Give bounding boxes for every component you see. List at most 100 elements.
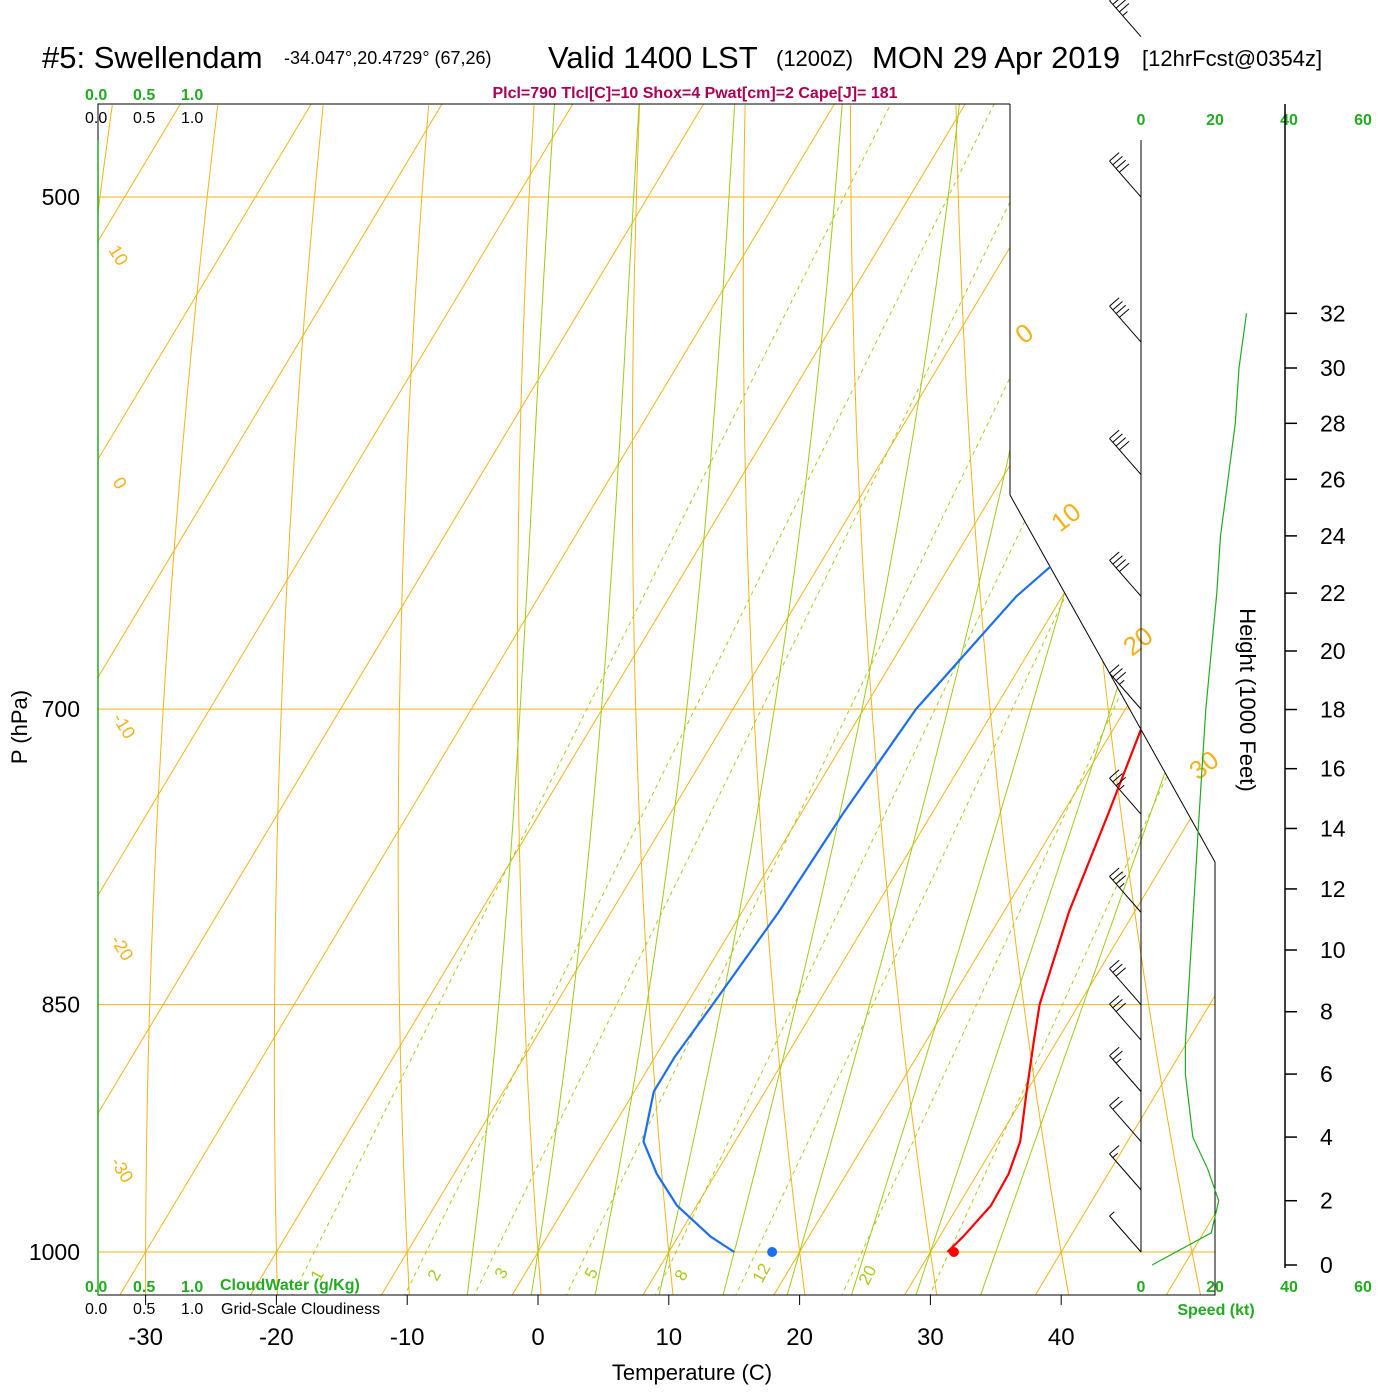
wind-barb: [1109, 769, 1142, 815]
wind-barb-feather: [1109, 995, 1120, 1005]
dry-adiabat-line: [1060, 104, 1201, 1295]
wind-barb: [1109, 995, 1142, 1041]
moist-adiabat-line: [864, 104, 1215, 1253]
wind-speed-profile: [1151, 313, 1248, 1266]
wind-barb-feather: [1109, 152, 1120, 162]
wind-barb: [1109, 0, 1142, 38]
wind-barb-feather: [1115, 776, 1127, 787]
isotherm-line: [1165, 104, 1215, 1295]
dry-adiabat-label: 0: [109, 474, 131, 493]
cloudwater-tick: 1.0: [181, 87, 203, 104]
moist-adiabat-line: [653, 1251, 670, 1295]
cloudiness-tick: 0.5: [133, 1301, 155, 1318]
isotherm-line: [98, 104, 443, 1295]
isotherm-line: [904, 104, 1215, 1295]
profiles: [642, 104, 1215, 1257]
dry-adiabat-line: [850, 105, 938, 1295]
station-coords: -34.047°,20.4729° (67,26): [284, 48, 492, 68]
dry-adiabat-line: [1378, 105, 1400, 1295]
height-tick-label: 30: [1320, 355, 1346, 381]
wind-barb-half-feather: [1115, 1058, 1122, 1064]
surface-dewpoint-marker: [767, 1247, 778, 1257]
wind-barb-feather: [1109, 1046, 1120, 1057]
moist-adiabat-line: [537, 104, 731, 1253]
mixing-ratio-label: 20: [855, 1262, 881, 1288]
height-tick-label: 20: [1320, 638, 1346, 664]
temperature-tick-label: 20: [786, 1324, 813, 1351]
wind-barb-feather: [1115, 967, 1127, 977]
wind-barb: [1109, 1211, 1142, 1253]
dry-adiabat-line: [516, 104, 542, 1295]
wind-barb-feather: [1112, 156, 1123, 166]
wind-barb-half-feather: [1112, 1153, 1118, 1158]
wind-barb-staff: [1109, 560, 1142, 597]
dry-adiabat-label: -20: [107, 932, 138, 965]
mixing-ratio-line: [830, 104, 1215, 1295]
wind-barb-half-feather: [1119, 679, 1125, 685]
wind-barb: [1109, 551, 1142, 597]
dewpoint-profile-line: [642, 104, 1215, 1253]
dry-adiabat-label: -30: [107, 1154, 138, 1187]
moist-adiabat-line: [716, 1251, 735, 1295]
wind-barb-feather: [1112, 963, 1123, 973]
isotherm-line: [98, 104, 312, 1295]
moist-adiabat-line: [779, 1251, 801, 1295]
cloudwater-tick: 0.5: [133, 1279, 155, 1296]
wind-barb-feather: [1109, 1145, 1120, 1155]
moist-adiabat-line: [526, 1251, 539, 1295]
wind-barb-feather: [1115, 159, 1127, 169]
moist-adiabat-line: [733, 104, 1038, 1253]
valid-date: MON 29 Apr 2019: [872, 40, 1120, 75]
wind-barb-staff: [1109, 968, 1142, 1005]
isotherm-line: [98, 104, 705, 1295]
dry-adiabat-line: [631, 104, 674, 1295]
isotherm-line: [119, 104, 835, 1295]
isotherm-line: [380, 104, 1097, 1295]
wind-barb-feather: [1112, 871, 1123, 881]
height-tick-label: 6: [1320, 1061, 1333, 1087]
forecast-tag: [12hrFcst@0354z]: [1142, 46, 1322, 71]
mixing-ratio-label: 3: [491, 1265, 512, 1282]
wind-barb-feather: [1109, 959, 1120, 970]
moist-adiabat-line: [589, 1251, 604, 1295]
height-tick-label: 32: [1320, 300, 1346, 326]
height-tick-label: 18: [1320, 697, 1346, 723]
dry-adiabat-line: [955, 104, 1070, 1295]
dry-adiabat-line: [742, 104, 806, 1295]
speed-tick-label-top: 40: [1280, 112, 1298, 129]
wind-barb-staff: [1109, 1215, 1142, 1253]
mixing-ratio-label: 2: [424, 1267, 445, 1284]
moist-adiabat-line: [995, 104, 1215, 1253]
wind-barb-staff: [1109, 1105, 1142, 1142]
dry-adiabat-label: 30: [1183, 744, 1224, 785]
parcel-info: Plcl=790 Tlcl[C]=10 Shox=4 Pwat[cm]=2 Ca…: [492, 85, 897, 102]
dry-adiabat-line: [145, 104, 219, 1295]
wind-barb-staff: [1109, 777, 1142, 815]
moist-adiabat-line: [463, 1251, 474, 1295]
wind-barb-feather: [1115, 304, 1127, 314]
wind-barb-feather: [1115, 875, 1127, 885]
wind-barb-feather: [1115, 437, 1127, 447]
wind-barb-staff: [1109, 1153, 1142, 1191]
mixing-ratio-line: [554, 104, 1215, 1295]
height-tick-label: 16: [1320, 756, 1346, 782]
temperature-axis: -30 -20 -10 0 10 20 30 40: [128, 1295, 1075, 1351]
valid-zulu: (1200Z): [776, 46, 853, 71]
wind-barb-half-feather: [1119, 784, 1125, 790]
pressure-tick-label: 500: [42, 184, 80, 210]
height-tick-label: 0: [1320, 1252, 1333, 1278]
wind-barb: [1109, 297, 1142, 343]
wind-barb: [1109, 959, 1142, 1005]
speed-tick-label-bottom: 0: [1137, 1279, 1146, 1296]
temperature-tick-label: 10: [655, 1324, 682, 1351]
wind-barb: [1109, 867, 1142, 913]
isotherm-line: [98, 104, 574, 1295]
wind-barb-feather: [1115, 559, 1127, 569]
temperature-tick-label: -20: [259, 1324, 294, 1351]
wind-barb-feather: [1112, 668, 1123, 678]
station-title: #5: Swellendam: [42, 40, 263, 75]
wind-barb-feather: [1109, 769, 1120, 779]
top-cloudwater-scale: 0.0 0.5 1.0: [85, 87, 203, 104]
wind-barb-feather: [1112, 433, 1123, 443]
